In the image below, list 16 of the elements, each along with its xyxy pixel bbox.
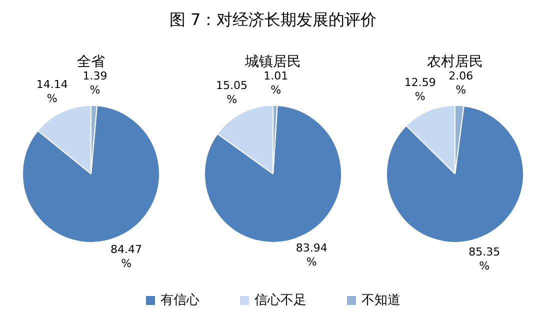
data-label: 83.94% [296, 242, 328, 269]
data-label: 1.39% [82, 69, 108, 96]
legend-label: 有信心 [160, 292, 200, 309]
data-label: 12.59% [404, 76, 436, 104]
data-label: 14.14% [36, 78, 68, 106]
data-label: 2.06% [448, 69, 474, 96]
data-label: 84.47% [110, 243, 142, 270]
chart-title: 全省 [77, 54, 105, 70]
data-label: 1.01% [264, 69, 288, 96]
chart-title: 农村居民 [427, 54, 483, 70]
chart-title: 城镇居民 [244, 54, 301, 70]
caption: 图 7：对经济长期发展的评价 [168, 9, 378, 31]
legend-label: 不知道 [360, 292, 400, 309]
data-label: 85.35% [468, 245, 500, 272]
legend-label: 信心不足 [254, 292, 306, 309]
data-label: 15.05% [216, 79, 248, 106]
